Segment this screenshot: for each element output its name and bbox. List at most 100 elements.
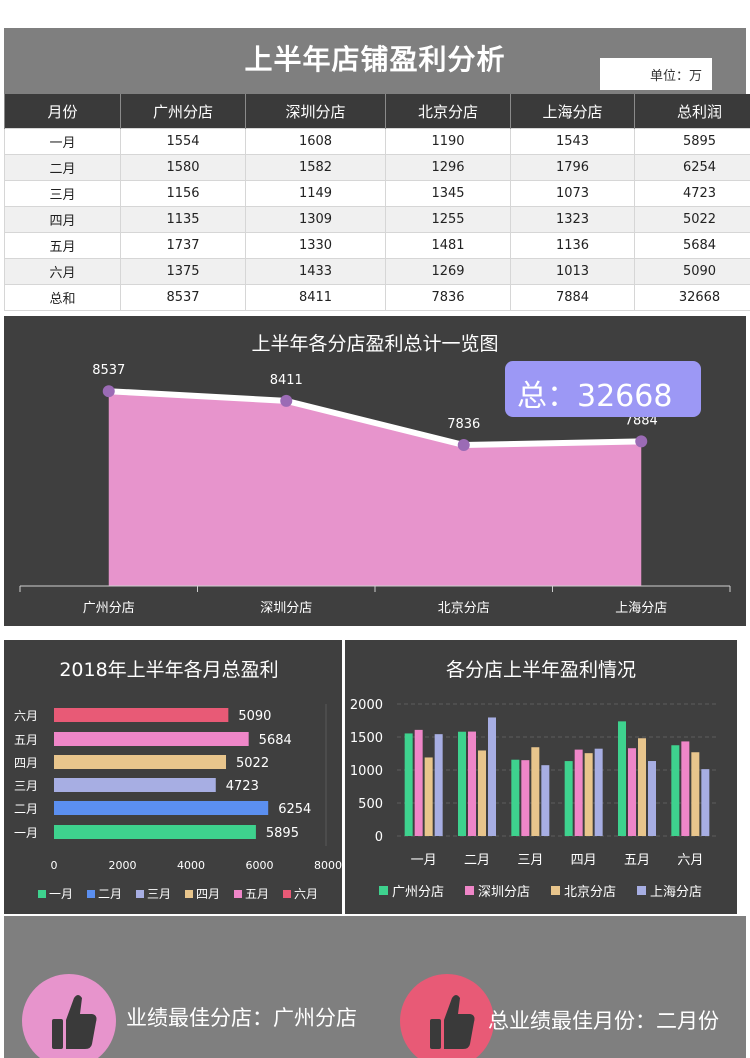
y-tick-label: 1500 (350, 731, 383, 746)
data-label: 5090 (238, 709, 271, 724)
area-chart: 上半年各分店盈利总计一览图 8537 广州分店 8411 深圳分店 7836 北京分店 788… (19, 333, 731, 616)
total-label: 总：32668 (517, 379, 672, 414)
column-header: 深圳分店 (245, 94, 386, 129)
y-tick-label: 三月 (14, 779, 38, 793)
table-cell: 三月 (4, 180, 121, 207)
bar (434, 734, 443, 836)
legend-label: 五月 (245, 887, 269, 901)
table-row: 总和 8537 8411 7836 7884 32668 (4, 284, 750, 311)
table-row: 二月 1580 1582 1296 1796 6254 (4, 154, 750, 181)
data-label: 7884 (625, 413, 658, 428)
bar (594, 748, 603, 836)
table-cell: 6254 (634, 154, 750, 181)
y-tick-label: 500 (358, 797, 383, 812)
x-tick-label: 上海分店 (615, 601, 667, 616)
legend-swatch (379, 886, 388, 895)
chart-title: 上半年各分店盈利总计一览图 (251, 333, 498, 355)
table-cell: 1073 (510, 180, 635, 207)
bar (638, 738, 646, 836)
y-tick-label: 六月 (14, 709, 38, 723)
table-cell: 1156 (120, 180, 246, 207)
table-cell: 四月 (4, 206, 121, 233)
monthly-bar-chart: 2018年上半年各月总盈利 5895 一月 6254 二月 4723 三月 5022 四月 568… (14, 659, 342, 901)
data-label: 5895 (266, 826, 299, 841)
column-header: 总利润 (634, 94, 750, 129)
bar (671, 745, 680, 836)
y-tick-label: 一月 (14, 826, 38, 840)
legend-label: 北京分店 (564, 885, 616, 900)
data-point (102, 385, 115, 398)
legend-swatch (283, 890, 291, 898)
table-cell: 5022 (634, 206, 750, 233)
table-row: 六月 1375 1433 1269 1013 5090 (4, 258, 750, 285)
column-header: 广州分店 (120, 94, 246, 129)
table-cell: 1796 (510, 154, 635, 181)
header-bar: 上半年店铺盈利分析 单位：万 (4, 28, 746, 94)
y-tick-label: 2000 (350, 698, 383, 713)
table-cell: 1481 (385, 232, 511, 259)
x-tick-label: 四月 (571, 853, 597, 868)
x-tick-label: 4000 (177, 859, 205, 872)
bar (54, 755, 227, 769)
table-cell: 7884 (510, 284, 635, 311)
legend-label: 四月 (196, 887, 220, 901)
table-cell: 一月 (4, 128, 121, 155)
table-cell: 1580 (120, 154, 246, 181)
table-header-row: 月份 广州分店 深圳分店 北京分店 上海分店 总利润 (4, 94, 750, 129)
table-cell: 1190 (385, 128, 511, 155)
x-tick-label: 8000 (314, 859, 342, 872)
bar (691, 752, 700, 836)
data-point (280, 394, 293, 407)
thumbs-up-icon (52, 995, 97, 1049)
table-cell: 32668 (634, 284, 750, 311)
x-tick-label: 6000 (246, 859, 274, 872)
table-cell: 8411 (245, 284, 386, 311)
bar (648, 761, 656, 836)
table-cell: 五月 (4, 232, 121, 259)
table-row: 五月 1737 1330 1481 1136 5684 (4, 232, 750, 259)
series-line (108, 388, 642, 449)
bar-chart-panel: 2018年上半年各月总盈利 5895 一月 6254 二月 4723 三月 5022 四月 568… (4, 640, 342, 914)
x-tick-label: 深圳分店 (260, 601, 312, 616)
table-cell: 1296 (385, 154, 511, 181)
x-tick-label: 广州分店 (83, 601, 135, 616)
chart-title: 各分店上半年盈利情况 (446, 659, 636, 681)
table-cell: 5895 (634, 128, 750, 155)
y-tick-label: 四月 (14, 756, 38, 770)
y-tick-label: 二月 (14, 802, 38, 816)
bar (404, 733, 413, 836)
bar (478, 750, 486, 836)
x-tick-label: 2000 (109, 859, 137, 872)
legend-label: 二月 (98, 887, 122, 901)
bar (628, 748, 636, 836)
x-tick-label: 二月 (464, 853, 490, 868)
bar (618, 721, 626, 836)
legend-label: 六月 (294, 887, 318, 901)
summary-footer: 业绩最佳分店：广州分店 总业绩最佳月份：二月份 (4, 916, 746, 1058)
table-cell: 1582 (245, 154, 386, 181)
data-label: 6254 (278, 802, 311, 817)
table-cell: 1737 (120, 232, 246, 259)
data-label: 8411 (270, 373, 303, 388)
table-cell: 六月 (4, 258, 121, 285)
table-cell: 1323 (510, 206, 635, 233)
table-cell: 4723 (634, 180, 750, 207)
legend-swatch (38, 890, 46, 898)
bar (511, 759, 520, 836)
x-tick-label: 五月 (624, 853, 650, 868)
legend-label: 一月 (49, 887, 73, 901)
legend-swatch (465, 886, 474, 895)
column-header: 北京分店 (385, 94, 511, 129)
table-cell: 1269 (385, 258, 511, 285)
x-tick-label: 北京分店 (438, 601, 490, 616)
x-tick-label: 0 (51, 859, 58, 872)
bar (541, 765, 550, 836)
data-point (457, 439, 470, 452)
bar (54, 708, 229, 722)
total-box (505, 361, 701, 417)
table-cell: 5090 (634, 258, 750, 285)
legend-swatch (637, 886, 646, 895)
bar (468, 731, 476, 836)
table-cell: 1135 (120, 206, 246, 233)
profit-table: 月份 广州分店 深圳分店 北京分店 上海分店 总利润 一月 1554 1608 1190 1543… (4, 94, 750, 311)
